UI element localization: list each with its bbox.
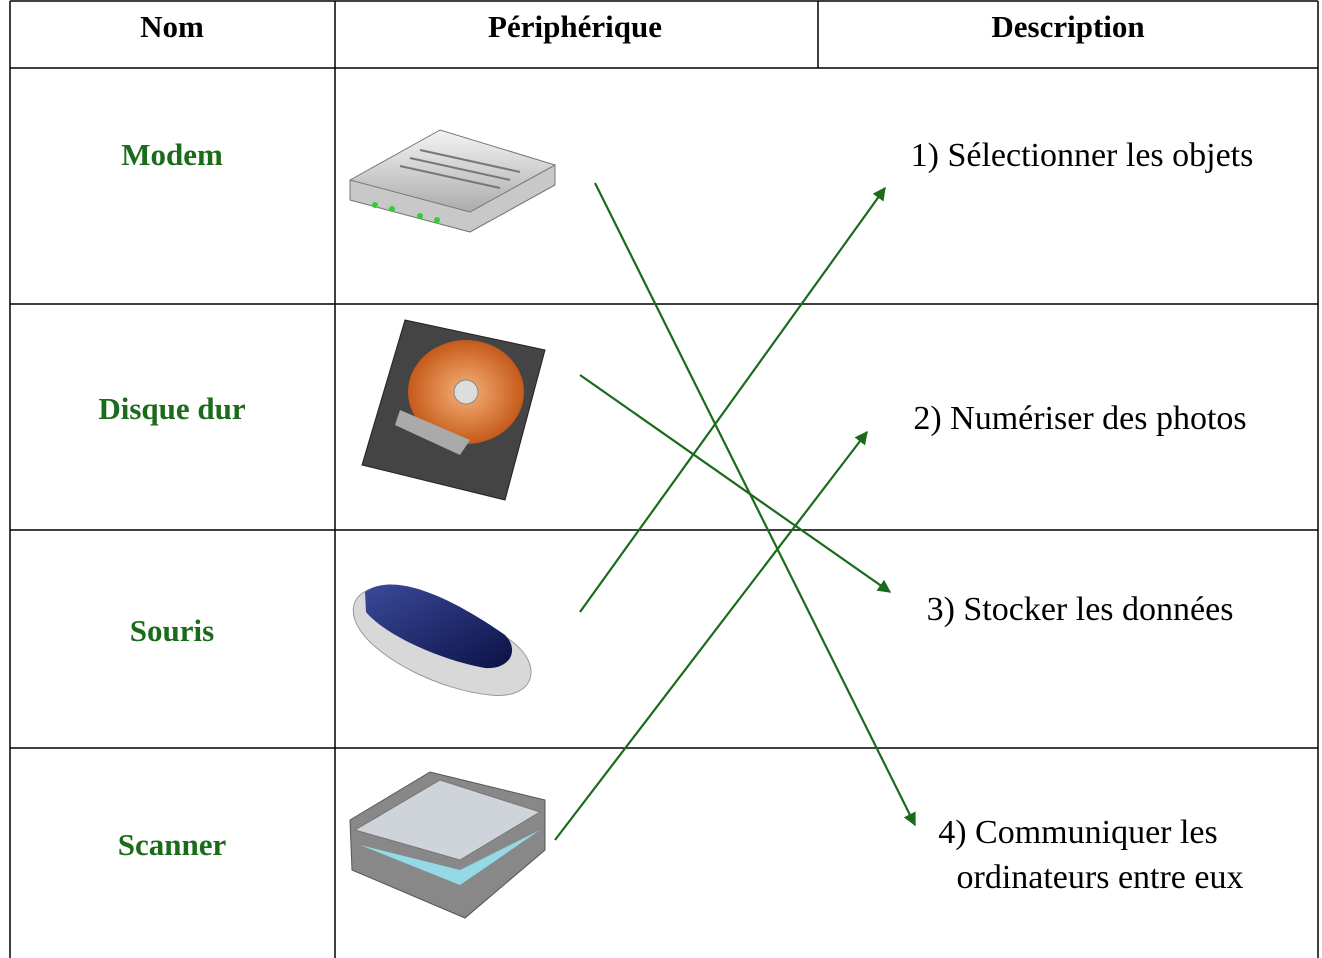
description: 2) Numériser des photos — [913, 400, 1246, 437]
description: 3) Stocker les données — [927, 591, 1234, 628]
hard-disk-icon — [361, 319, 546, 501]
device-name: Souris — [130, 613, 214, 648]
table-grid — [9, 0, 1319, 958]
modem-icon — [349, 129, 556, 233]
device-name: Scanner — [118, 827, 227, 862]
description: 1) Sélectionner les objets — [911, 137, 1254, 174]
mouse-icon — [352, 584, 532, 696]
column-header: Périphérique — [488, 9, 662, 44]
device-name: Disque dur — [98, 391, 246, 426]
matching-arrows — [554, 182, 916, 841]
column-header: Description — [991, 9, 1144, 44]
column-header: Nom — [140, 9, 204, 44]
scanner-icon — [349, 771, 546, 919]
description: ordinateurs entre eux — [957, 859, 1244, 896]
description: 4) Communiquer les — [938, 814, 1218, 851]
device-name: Modem — [121, 137, 223, 172]
